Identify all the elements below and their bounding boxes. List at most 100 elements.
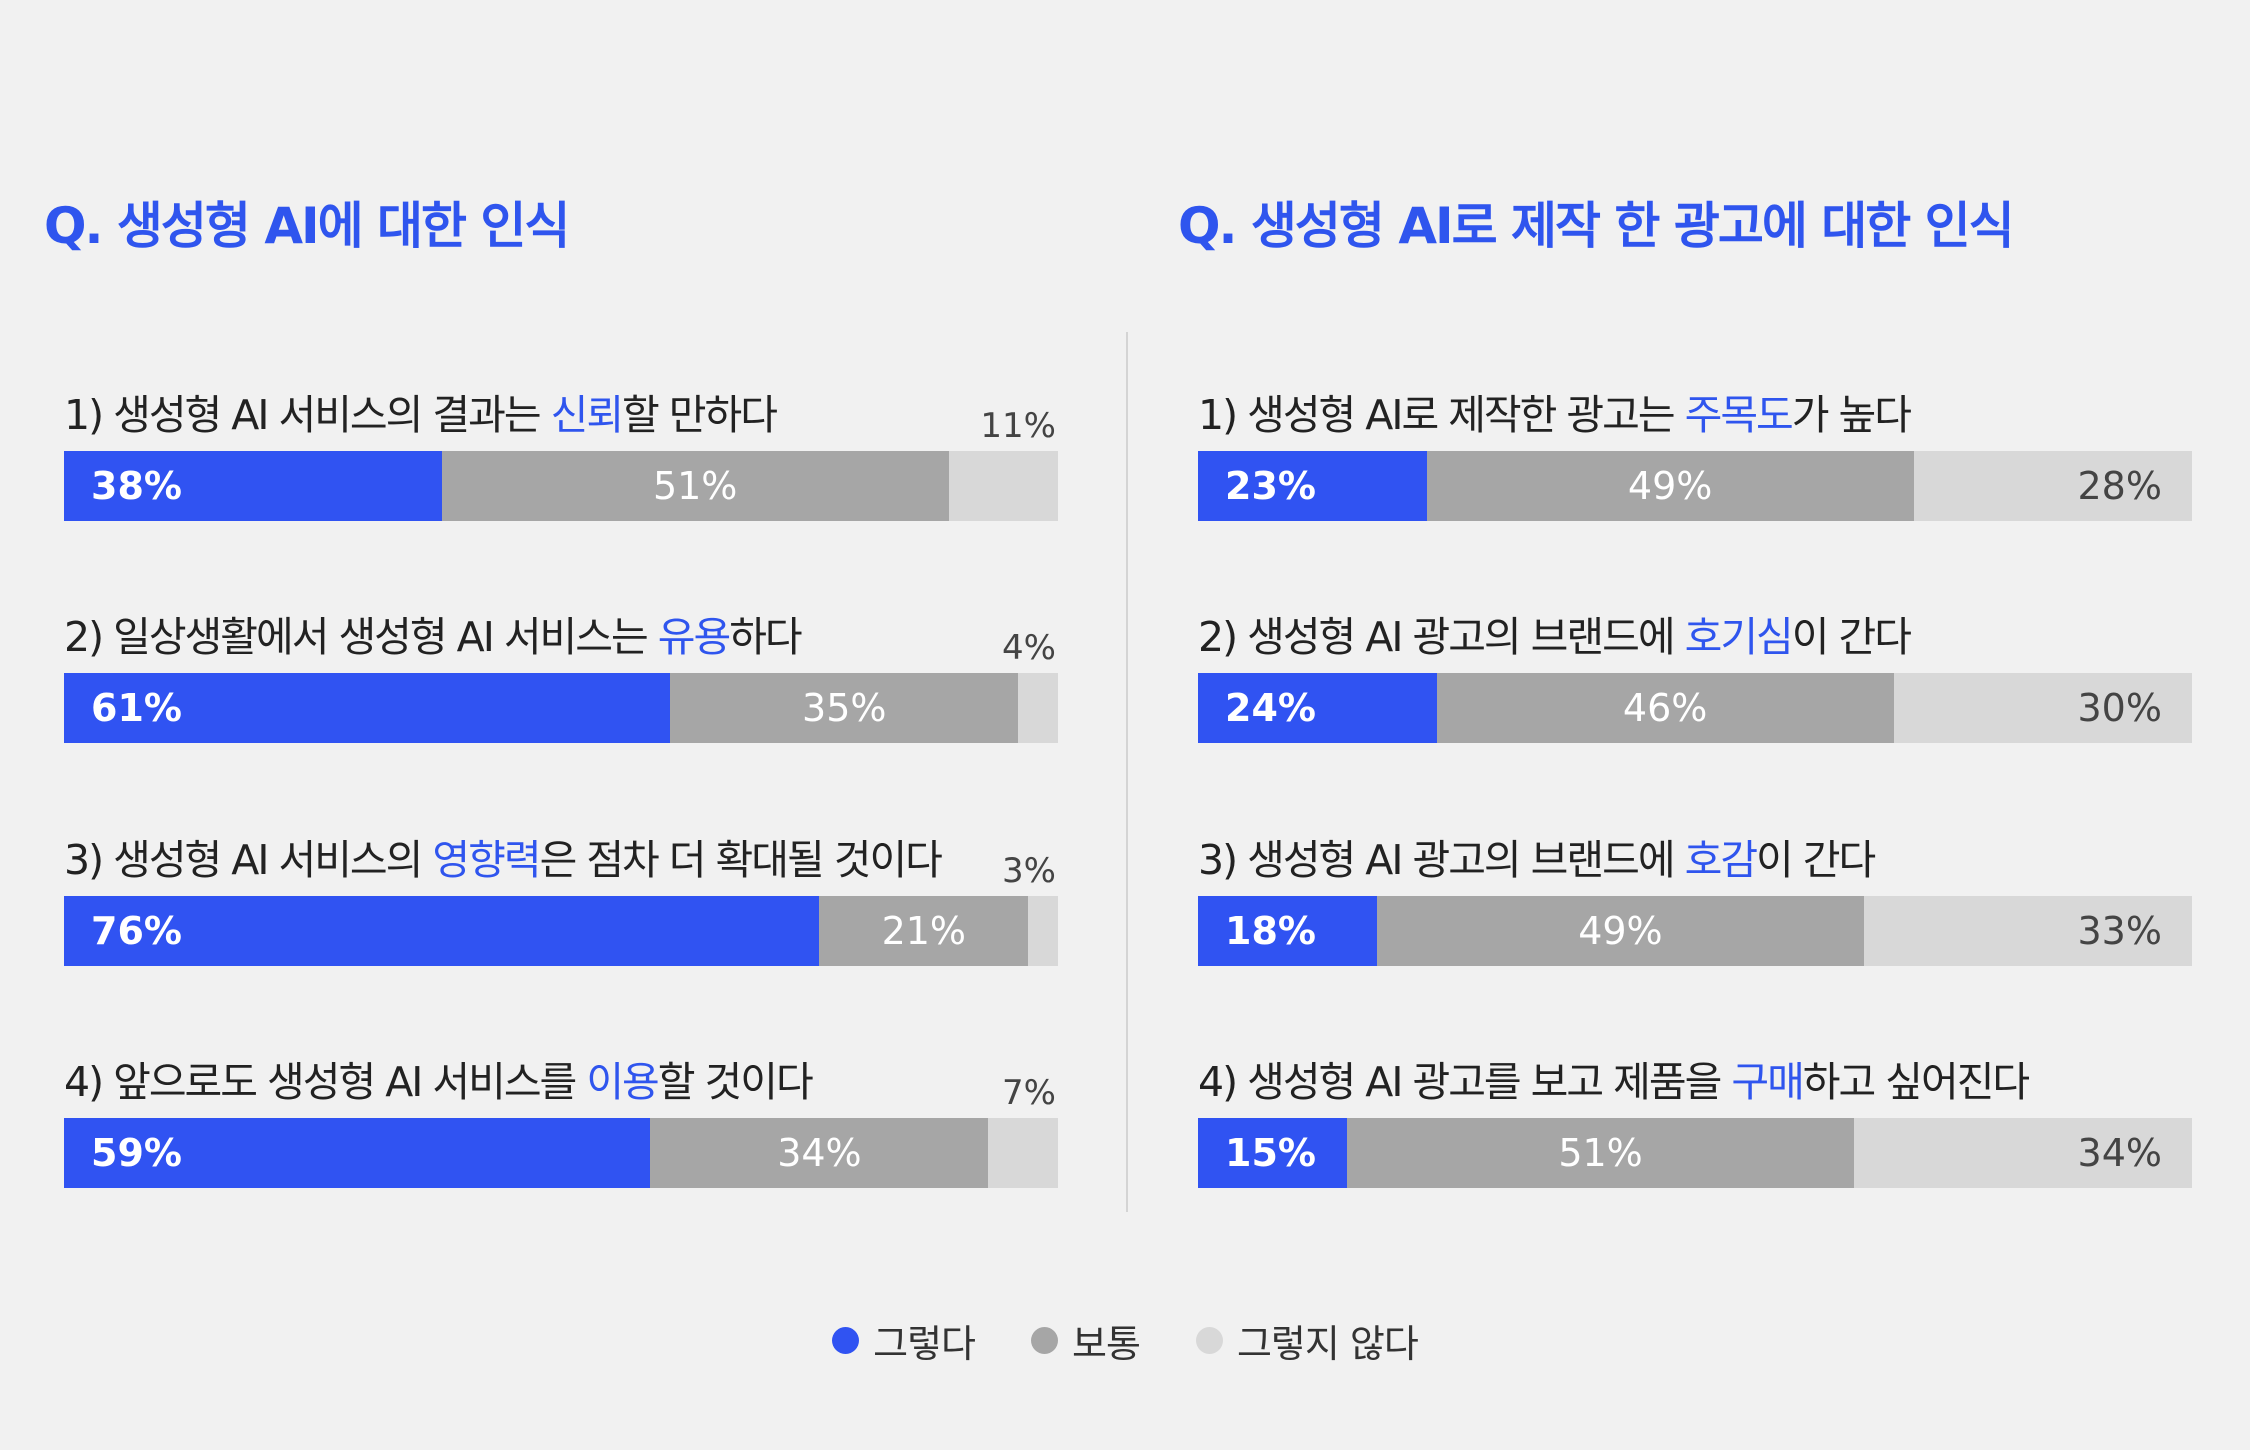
stacked-bar: 23% 49% 28%: [1198, 451, 2192, 521]
panel-ai-perception: Q. 생성형 AI에 대한 인식 1) 생성형 AI 서비스의 결과는 신뢰할 …: [44, 0, 1059, 1300]
bar-item: 4) 앞으로도 생성형 AI 서비스를 이용할 것이다 7% 59% 34%: [64, 1047, 1058, 1207]
highlight-keyword: 이용: [586, 1058, 659, 1106]
label-text: 1) 생성형 AI 서비스의 결과는: [64, 391, 551, 439]
label-text: 이 간다: [1791, 613, 1912, 661]
label-text: 4) 생성형 AI 광고를 보고 제품을: [1198, 1058, 1732, 1106]
data-label: 49%: [1578, 909, 1663, 953]
label-text: 2) 일상생활에서 생성형 AI 서비스는: [64, 613, 658, 661]
label-text: 1) 생성형 AI로 제작한 광고는: [1198, 391, 1685, 439]
bar-segment-yes: 24%: [1198, 673, 1437, 743]
panel-title: Q. 생성형 AI에 대한 인식: [44, 197, 570, 255]
bar-item: 2) 생성형 AI 광고의 브랜드에 호기심이 간다 24% 46% 30%: [1198, 602, 2192, 762]
bar-segment-yes: 18%: [1198, 896, 1377, 966]
data-label: 76%: [91, 909, 182, 953]
label-text: 하다: [729, 613, 802, 661]
data-label: 34%: [2077, 1131, 2162, 1175]
data-label: 3%: [1002, 851, 1056, 891]
bar-item-label: 1) 생성형 AI 서비스의 결과는 신뢰할 만하다: [64, 380, 778, 450]
data-label: 51%: [1558, 1131, 1643, 1175]
data-label: 38%: [91, 464, 182, 508]
panel-ai-ad-perception: Q. 생성형 AI로 제작 한 광고에 대한 인식 1) 생성형 AI로 제작한…: [1178, 0, 2193, 1300]
label-text: 3) 생성형 AI 광고의 브랜드에: [1198, 836, 1685, 884]
highlight-keyword: 호기심: [1684, 613, 1794, 661]
stacked-bar: 76% 21%: [64, 896, 1058, 966]
bar-segment-no: 30%: [1893, 673, 2192, 743]
data-label: 59%: [91, 1131, 182, 1175]
stacked-bar: 24% 46% 30%: [1198, 673, 2192, 743]
bar-item-label: 1) 생성형 AI로 제작한 광고는 주목도가 높다: [1198, 380, 1912, 450]
bar-segment-neutral: 49%: [1426, 451, 1914, 521]
bar-segment-yes: 61%: [64, 673, 671, 743]
highlight-keyword: 호감: [1684, 836, 1758, 884]
legend-dot-yes: [832, 1326, 860, 1354]
data-label: 15%: [1225, 1131, 1316, 1175]
legend-item-no: 그렇지 않다: [1195, 1313, 1419, 1368]
bar-item-label: 4) 생성형 AI 광고를 보고 제품을 구매하고 싶어진다: [1198, 1047, 2030, 1117]
bar-segment-no: [1028, 896, 1058, 966]
data-label: 34%: [777, 1131, 862, 1175]
panel-title: Q. 생성형 AI로 제작 한 광고에 대한 인식: [1178, 197, 2015, 255]
bar-item-label: 3) 생성형 AI 광고의 브랜드에 호감이 간다: [1198, 825, 1876, 895]
bar-segment-yes: 15%: [1198, 1118, 1348, 1188]
stacked-bar: 61% 35%: [64, 673, 1058, 743]
stacked-bar: 59% 34%: [64, 1118, 1058, 1188]
legend-item-yes: 그렇다: [832, 1313, 976, 1368]
stacked-bar: 15% 51% 34%: [1198, 1118, 2192, 1188]
bar-item-label: 2) 일상생활에서 생성형 AI 서비스는 유용하다: [64, 602, 803, 672]
data-label: 49%: [1627, 464, 1713, 508]
stacked-bar: 18% 49% 33%: [1198, 896, 2192, 966]
label-text: 가 높다: [1791, 391, 1912, 439]
data-label: 7%: [1002, 1073, 1056, 1113]
panel-divider: [1126, 332, 1128, 1212]
bar-segment-neutral: 46%: [1436, 673, 1894, 743]
legend-label: 그렇다: [873, 1321, 976, 1366]
bar-segment-yes: 23%: [1198, 451, 1427, 521]
bar-segment-neutral: 49%: [1376, 896, 1864, 966]
label-text: 하고 싶어진다: [1802, 1058, 2030, 1106]
legend: 그렇다 보통 그렇지 않다: [0, 1310, 2250, 1370]
data-label: 51%: [652, 464, 738, 508]
label-text: 할 것이다: [657, 1058, 814, 1106]
bar-segment-yes: 38%: [64, 451, 442, 521]
bar-segment-yes: 76%: [64, 896, 820, 966]
data-label: 33%: [2077, 909, 2162, 953]
bar-segment-neutral: 35%: [670, 673, 1019, 743]
data-label: 23%: [1225, 464, 1316, 508]
highlight-keyword: 구매: [1731, 1058, 1804, 1106]
highlight-keyword: 주목도: [1684, 391, 1794, 439]
stacked-bar: 38% 51%: [64, 451, 1058, 521]
data-label: 21%: [881, 909, 967, 953]
bar-segment-yes: 59%: [64, 1118, 651, 1188]
bar-segment-neutral: 51%: [441, 451, 949, 521]
label-text: 할 만하다: [622, 391, 778, 439]
highlight-keyword: 신뢰: [550, 391, 624, 439]
data-label: 18%: [1225, 909, 1316, 953]
bar-item: 3) 생성형 AI 광고의 브랜드에 호감이 간다 18% 49% 33%: [1198, 825, 2192, 985]
legend-item-neutral: 보통: [1031, 1313, 1141, 1368]
bar-segment-no: [1018, 673, 1058, 743]
label-text: 은 점차 더 확대될 것이다: [539, 836, 943, 884]
label-text: 4) 앞으로도 생성형 AI 서비스를: [64, 1058, 587, 1106]
legend-label: 보통: [1072, 1321, 1141, 1366]
data-label: 30%: [2077, 686, 2162, 730]
data-label: 61%: [91, 686, 182, 730]
bar-item: 4) 생성형 AI 광고를 보고 제품을 구매하고 싶어진다 15% 51% 34%: [1198, 1047, 2192, 1207]
data-label: 46%: [1622, 686, 1708, 730]
data-label: 28%: [2077, 464, 2162, 508]
bar-item-label: 2) 생성형 AI 광고의 브랜드에 호기심이 간다: [1198, 602, 1912, 672]
bar-segment-no: [988, 1118, 1058, 1188]
data-label: 35%: [802, 686, 887, 730]
bar-segment-no: [948, 451, 1058, 521]
bar-segment-neutral: 51%: [1347, 1118, 1855, 1188]
bar-segment-no: 33%: [1863, 896, 2192, 966]
bar-segment-neutral: 34%: [650, 1118, 989, 1188]
label-text: 3) 생성형 AI 서비스의: [64, 836, 433, 884]
bar-segment-no: 34%: [1854, 1118, 2192, 1188]
bar-item: 1) 생성형 AI 서비스의 결과는 신뢰할 만하다 11% 38% 51%: [64, 380, 1058, 540]
bar-segment-neutral: 21%: [819, 896, 1029, 966]
data-label: 11%: [980, 406, 1056, 446]
highlight-keyword: 유용: [657, 613, 731, 661]
legend-dot-neutral: [1031, 1326, 1059, 1354]
bar-item: 1) 생성형 AI로 제작한 광고는 주목도가 높다 23% 49% 28%: [1198, 380, 2192, 540]
bar-item: 2) 일상생활에서 생성형 AI 서비스는 유용하다 4% 61% 35%: [64, 602, 1058, 762]
